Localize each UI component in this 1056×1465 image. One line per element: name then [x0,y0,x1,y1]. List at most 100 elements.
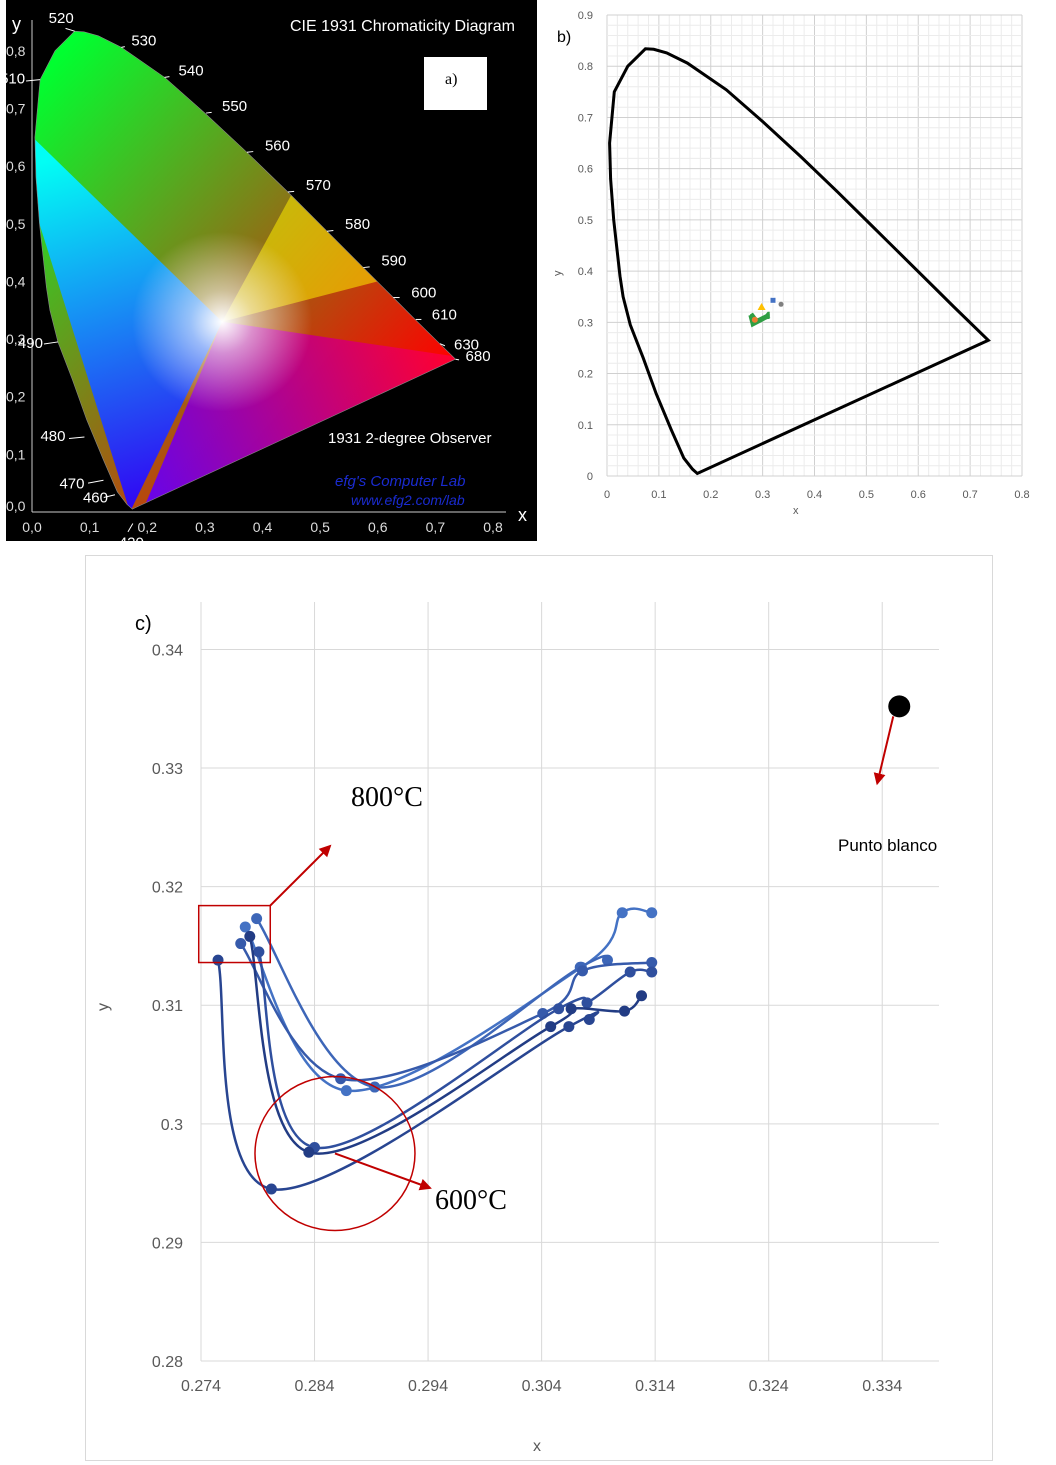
panel-c-x-tick-label: 0.314 [635,1378,675,1395]
wavelength-label-680: 680 [466,348,491,365]
wavelength-label-460: 460 [83,490,108,507]
panel-b-y-tick-label: 0.3 [578,317,593,329]
wavelength-label-530: 530 [131,32,156,49]
series-point [335,1073,347,1085]
observer-label: 1931 2-degree Observer [328,430,491,447]
series-point [212,954,224,966]
wavelength-tick [127,523,134,533]
panel-b-x-tick-label: 0.7 [962,489,977,501]
panel-b-x-tick-label: 0.6 [911,489,926,501]
panel-b-marker-circle [751,316,758,323]
panel-c-x-axis-label: x [533,1438,541,1455]
panel-a-x-tick-label: 0,5 [310,519,330,535]
wavelength-label-610: 610 [432,306,457,323]
panel-c-svg: 0.274 0.284 0.294 0.304 0.314 0.324 0.334 0.28 0… [95,602,939,1455]
series-line-5 [216,959,600,1191]
wavelength-label-420: 420 [119,535,144,541]
field-white-center [132,231,313,412]
wavelength-label-580: 580 [345,216,370,233]
panel-b-grid [606,14,1023,477]
series-point [340,1085,352,1097]
panel-a-axes: 0,0 0,1 0,2 0,3 0,4 0,5 0,6 0,7 0,8 0,1 0,2 0,3 0,4 0… [0,10,506,552]
panel-b-x-tick-label: 0.8 [1014,489,1029,501]
series-line-3 [239,942,652,1082]
series-point [646,907,658,919]
data-cluster [748,296,784,328]
panel-c-x-tick-label: 0.304 [522,1378,562,1395]
panel-a-x-tick-label: 0,4 [253,519,273,535]
series-point [576,965,588,977]
series-point [303,1146,315,1158]
white-point-arrow [873,716,895,786]
panel-c-x-tick-label: 0.274 [181,1378,221,1395]
panel-b-y-axis-label: y [552,270,564,276]
panel-c-annotations [197,695,911,1232]
series-point [251,913,263,925]
panel-b-y-tick-label: 0.1 [578,420,593,432]
panel-a-cie-diagram: 0,0 0,1 0,2 0,3 0,4 0,5 0,6 0,7 0,8 0,1 0,2 0,3 0,4 0… [0,0,537,552]
series-point [646,957,658,969]
series-point [565,1003,577,1015]
wavelength-tick [164,76,170,78]
wavelength-tick [287,190,295,193]
panel-a-label-box [424,57,487,110]
wavelength-label-470: 470 [59,475,84,492]
panel-a-y-axis-label: y [12,14,21,34]
wavelength-label-540: 540 [179,62,204,79]
wavelength-tick [65,27,75,32]
wavelength-label-630: 630 [454,337,479,354]
wavelength-label-510: 510 [6,71,25,88]
panel-b-x-tick-label: 0 [604,489,610,501]
credit-line-1: efg's Computer Lab [335,473,465,490]
ellipse-600c [254,1075,416,1232]
panel-c-y-tick-label: 0.29 [152,1235,183,1252]
horseshoe-outline [34,30,457,510]
annotation-600c: 600°C [435,1185,507,1216]
panel-b-y-tick-label: 0 [587,471,593,483]
wavelength-tick [205,111,212,114]
field-blue-cyan [34,108,223,510]
panel-a-x-tick-label: 0,1 [80,519,100,535]
panel-a-x-tick-label: 0,0 [22,519,42,535]
panel-b-marker-square [769,296,777,304]
wavelength-tick [43,341,59,345]
panel-a-svg: 0,0 0,1 0,2 0,3 0,4 0,5 0,6 0,7 0,8 0,1 0,2 0,3 0,4 0… [0,10,527,552]
wavelength-label-590: 590 [381,253,406,270]
wavelength-label-560: 560 [265,137,290,154]
panel-a-y-tick-label: 0,2 [6,389,26,405]
panel-b-x-tick-label: 0.5 [859,489,874,501]
wavelength-tick [326,230,334,232]
panel-a-x-tick-label: 0,3 [195,519,215,535]
panel-c-ticks: 0.274 0.284 0.294 0.304 0.314 0.324 0.334 0.28 0… [152,642,902,1395]
panel-b-white-point [778,301,784,307]
series-line-2 [255,917,609,1089]
series-point [563,1021,575,1033]
panel-b-label: b) [557,29,571,46]
panel-a-y-tick-label: 0,4 [6,273,26,289]
credit-line-2: www.efg2.com/lab [351,492,465,508]
panel-a-y-tick-label: 0,8 [6,43,26,59]
panel-c-y-tick-label: 0.31 [152,998,183,1015]
panel-b-y-tick-label: 0.9 [578,10,593,22]
panel-a-y-tick-label: 0,1 [6,446,26,462]
panel-b-y-tick-label: 0.7 [578,112,593,124]
arrow-800c [269,844,332,907]
wavelength-tick [246,151,254,153]
panel-a-x-axis-label: x [518,505,527,525]
series-point [636,990,648,1002]
panel-a-title: CIE 1931 Chromaticity Diagram [290,18,515,35]
panel-c-series [212,907,658,1195]
panel-c-y-tick-label: 0.33 [152,761,183,778]
panel-c-zoom-chart: 0.274 0.284 0.294 0.304 0.314 0.324 0.334 0.28 0… [85,555,993,1461]
panel-a-x-tick-label: 0,8 [483,519,503,535]
panel-a-y-tick-label: 0,6 [6,158,26,174]
panel-c-x-tick-label: 0.284 [295,1378,335,1395]
white-point-label: Punto blanco [838,836,937,855]
series-point [545,1021,557,1033]
panel-c-y-axis-label: y [95,1003,112,1011]
panel-c-y-tick-label: 0.34 [152,642,183,659]
panel-b-y-tick-label: 0.6 [578,164,593,176]
panel-b-y-tick-label: 0.4 [578,266,593,278]
series-point [253,946,265,958]
panel-b-marker-triangle [757,302,766,310]
